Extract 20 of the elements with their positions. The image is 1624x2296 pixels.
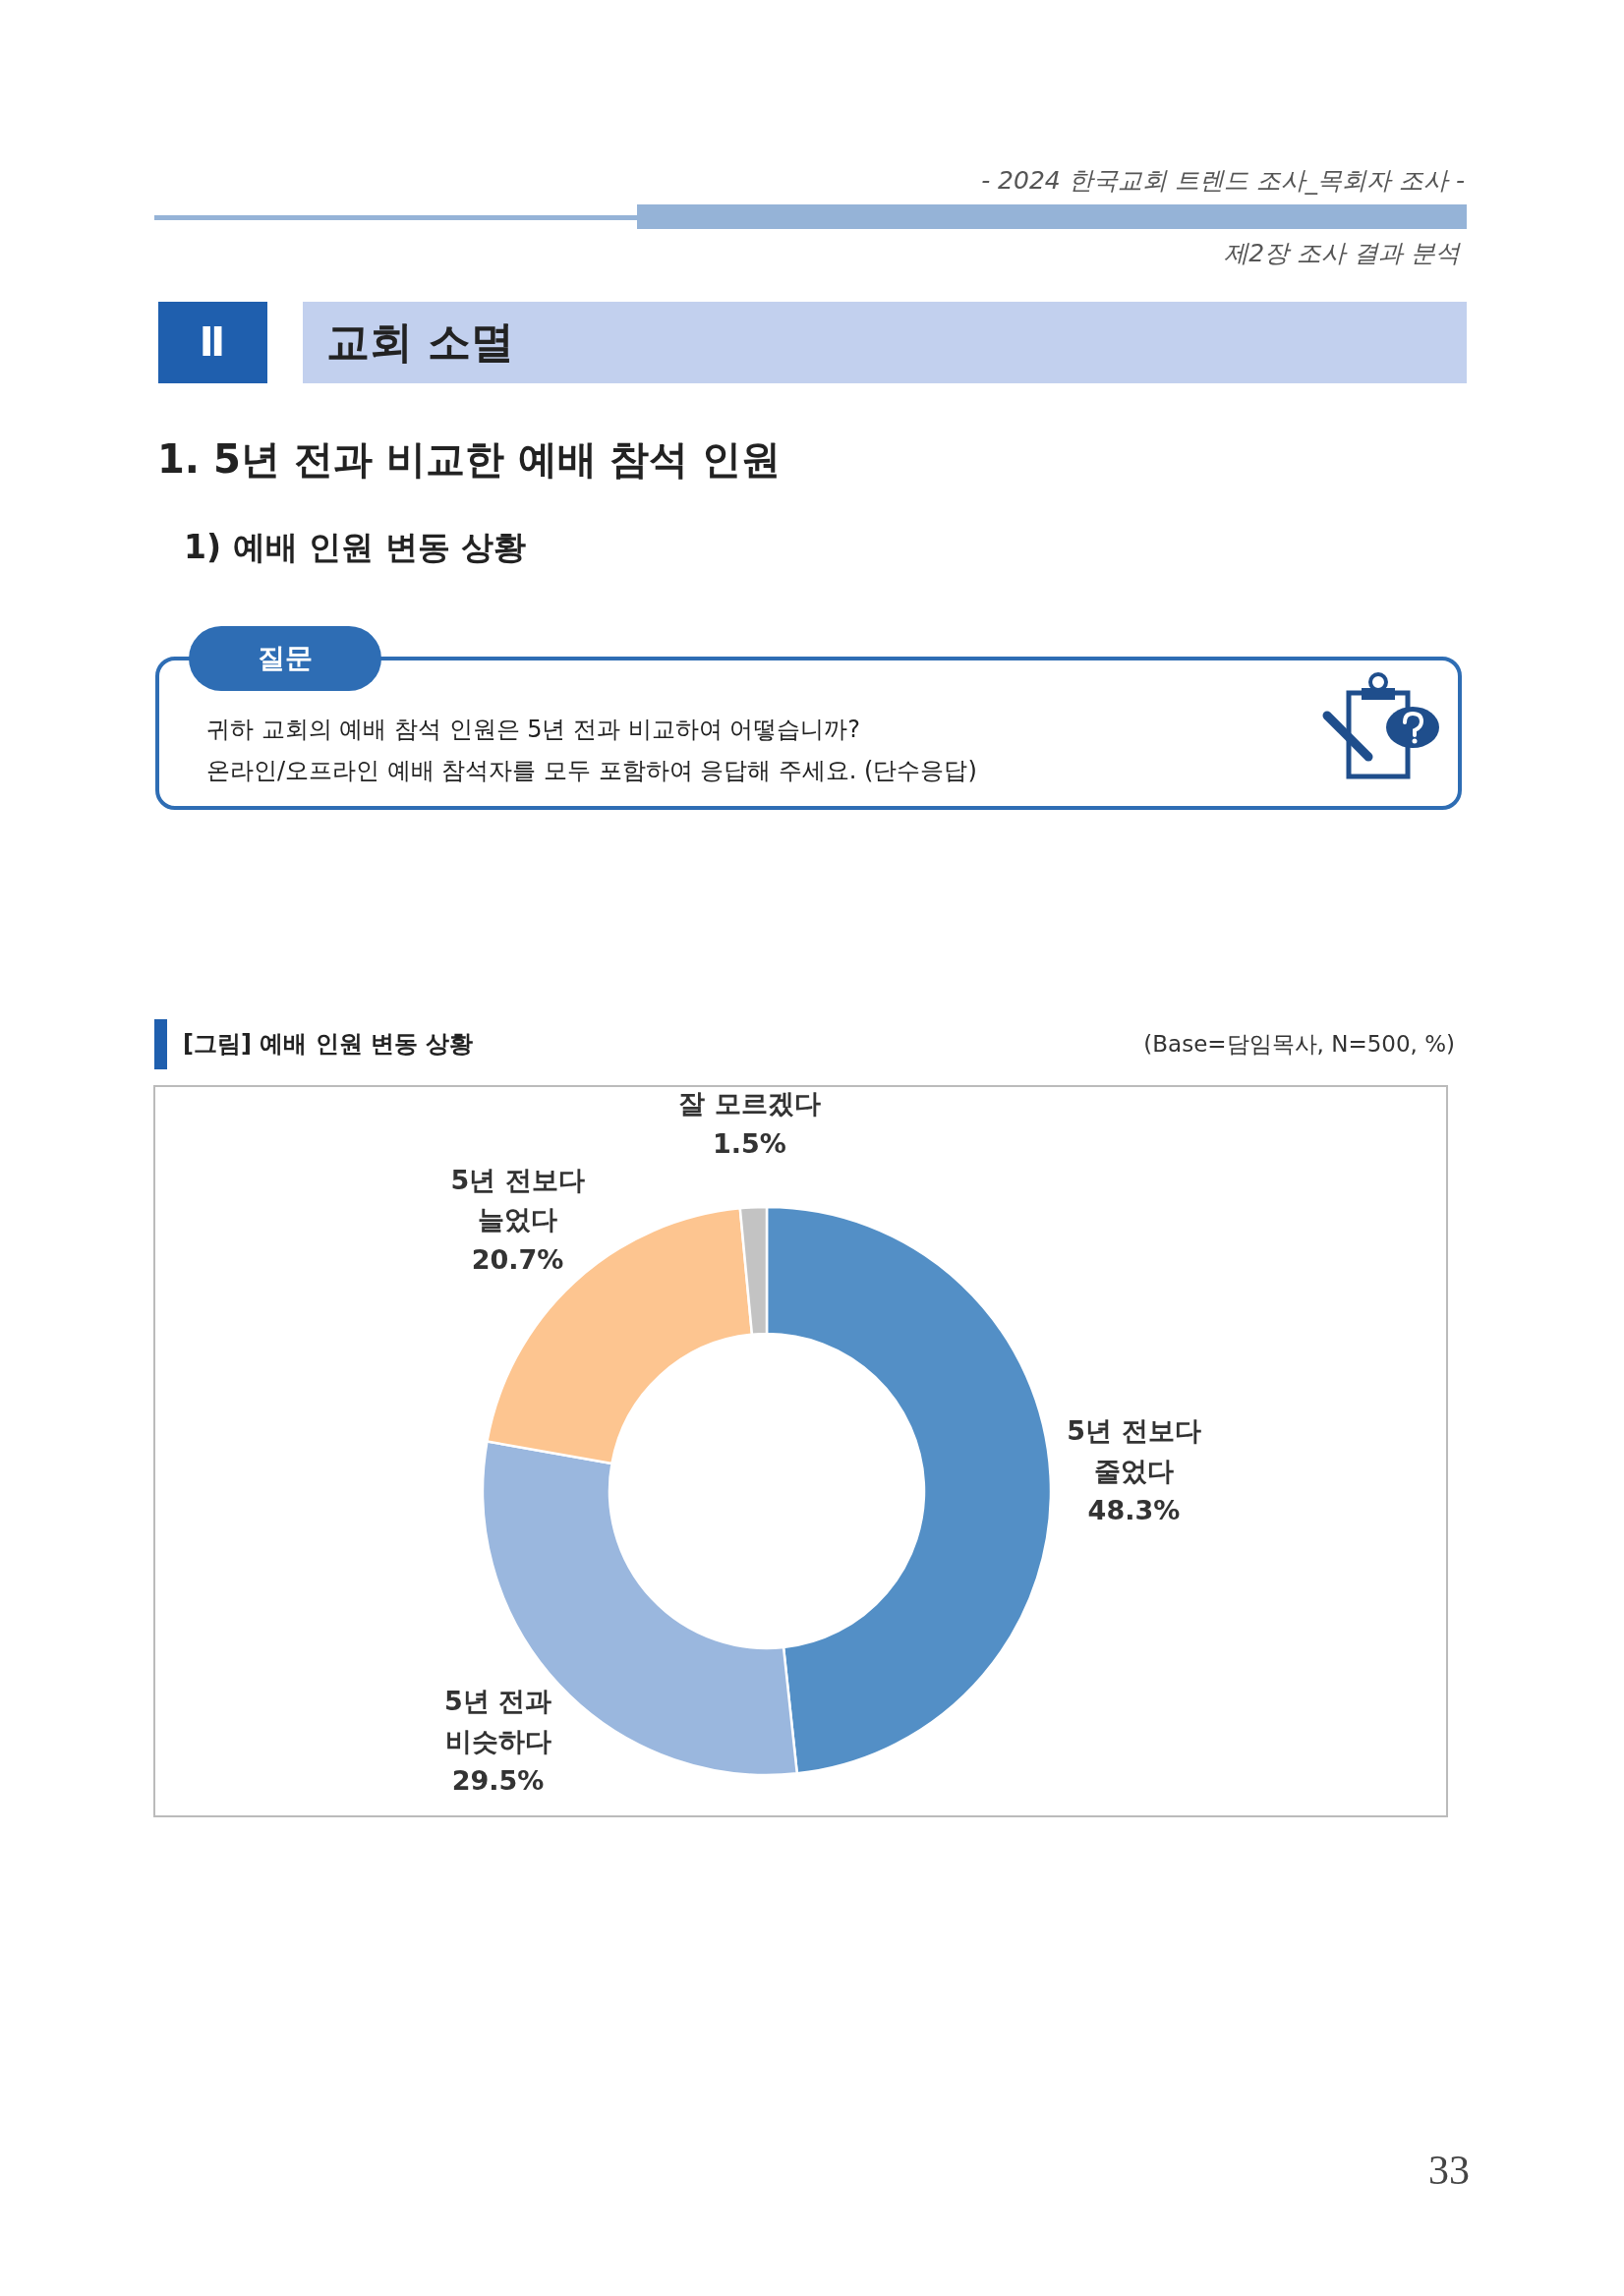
- data-label: 29.5%: [451, 1765, 545, 1797]
- chart-title: [그림] 예배 인원 변동 상황: [183, 1029, 474, 1060]
- slice-label: 5년 전보다 줄었다: [1067, 1415, 1201, 1486]
- text: 온라인/오프라인 예배 참석자를 모두 포함하여 응답해 주세요. (단수응답): [206, 756, 977, 786]
- data-label: 1.5%: [712, 1127, 786, 1159]
- text: 귀하 교회의 예배 참석 인원은 5년 전과 비교하여 어떻습니까?: [206, 715, 861, 745]
- data-label: 20.7%: [471, 1244, 564, 1276]
- text: - 2024 한국교회 트렌드 조사_목회자 조사 -: [981, 164, 1465, 197]
- text: 1) 예배 인원 변동 상황: [184, 526, 526, 568]
- slice-label: 5년 전과 비슷하다: [443, 1686, 552, 1756]
- data-label: 48.3%: [1087, 1495, 1181, 1526]
- text: 질문: [258, 641, 313, 676]
- slice-label: 잘 모르겠다: [678, 1087, 821, 1119]
- text: 교회 소멸: [326, 315, 515, 369]
- text: 33: [1428, 2147, 1470, 2194]
- text: 1. 5년 전과 비교한 예배 참석 인원: [157, 434, 782, 484]
- slice-label: 5년 전보다 늘었다: [450, 1165, 585, 1235]
- text: (Base=담임목사, N=500, %): [1143, 1029, 1455, 1059]
- text: Ⅱ: [199, 319, 226, 365]
- text: 제2장 조사 결과 분석: [1224, 237, 1460, 269]
